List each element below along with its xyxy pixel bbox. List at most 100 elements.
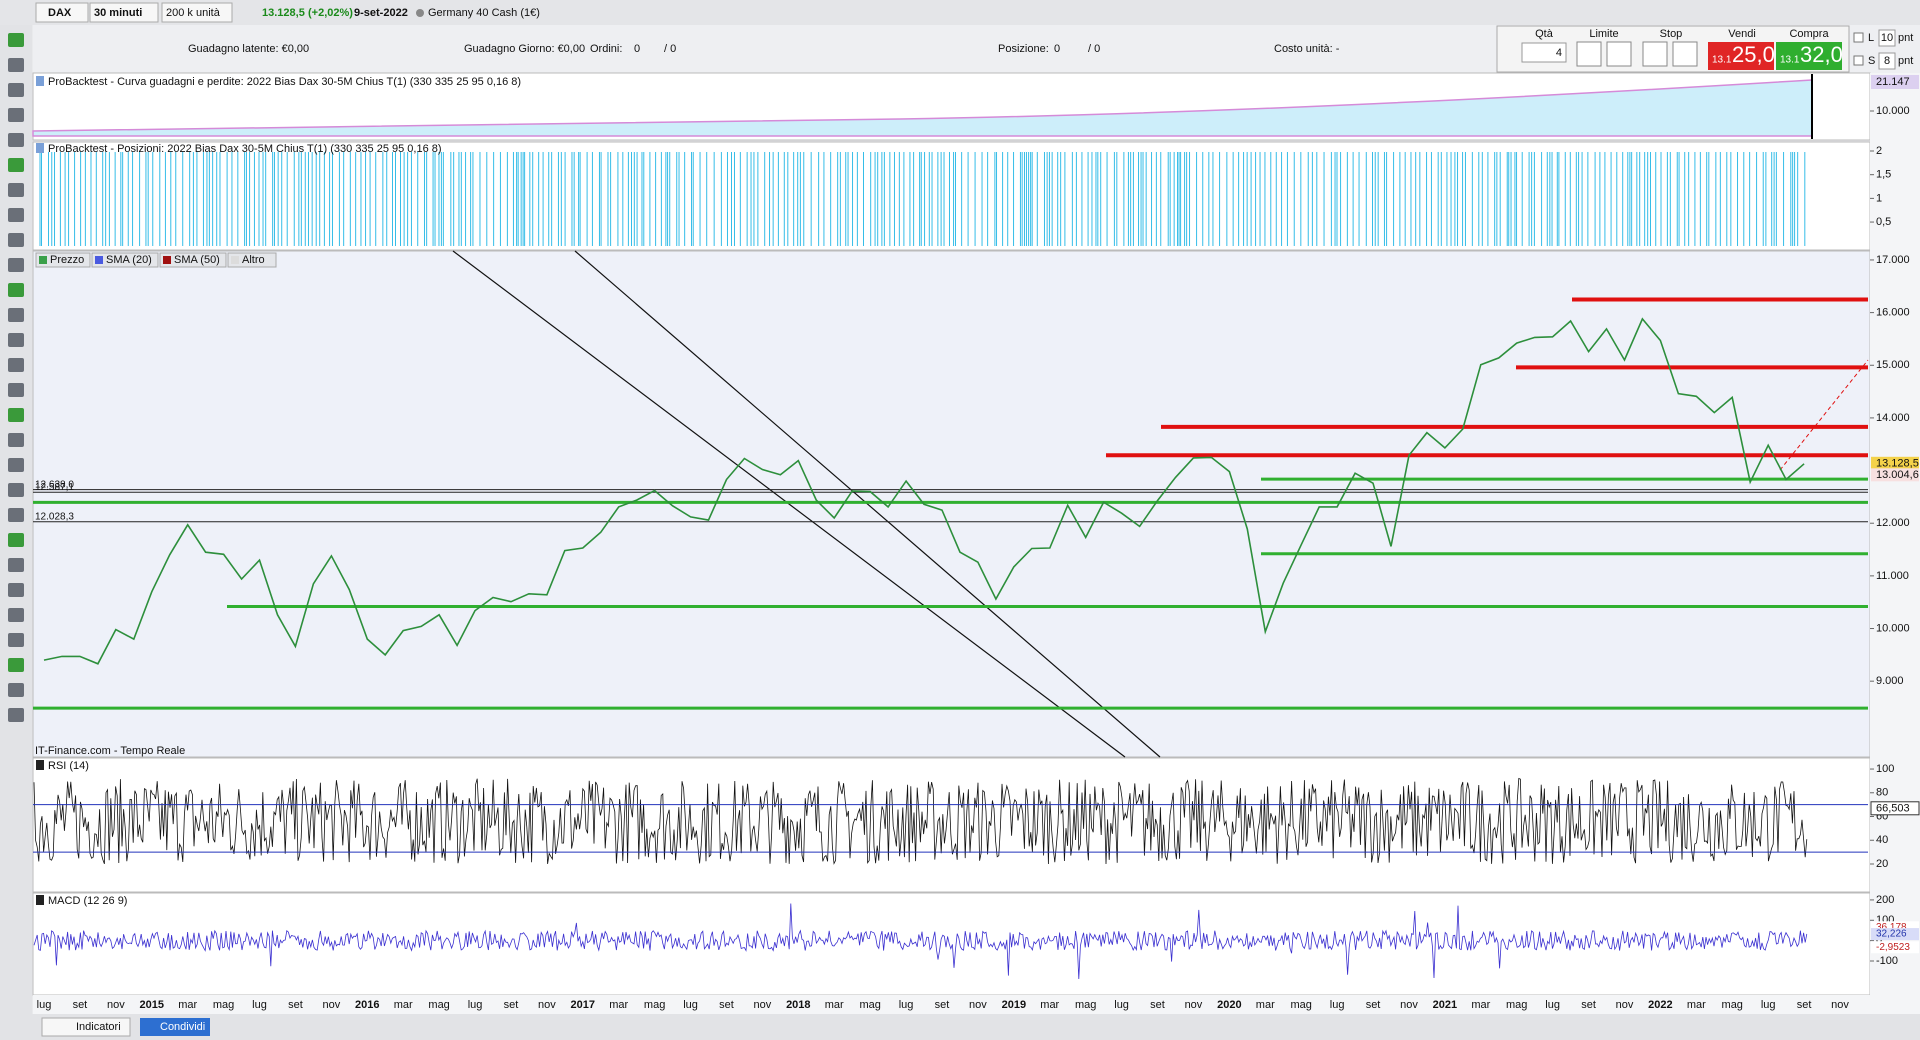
- tool-icon[interactable]: [8, 683, 24, 697]
- price-label-box: [1871, 468, 1919, 482]
- legend-item[interactable]: [159, 252, 227, 268]
- macd-panel: [32, 892, 1871, 996]
- date-label: nov: [107, 999, 125, 1011]
- tool-icon[interactable]: [8, 183, 24, 197]
- date-label: 2019: [1002, 999, 1026, 1011]
- date-label: nov: [969, 999, 987, 1011]
- y-tick-label: 15.000: [1876, 359, 1910, 371]
- data-source: IT-Finance.com - Tempo Reale: [35, 745, 185, 757]
- short-checkbox[interactable]: [1853, 55, 1864, 66]
- tool-icon[interactable]: [8, 208, 24, 222]
- sell-price-prefix: 13.1: [1712, 55, 1732, 66]
- date-label: lug: [899, 999, 914, 1011]
- price-label: 13.128,5: [1876, 458, 1919, 470]
- stop-label: Stop: [1660, 28, 1683, 40]
- stop-buy-button[interactable]: [1642, 41, 1668, 67]
- tool-icon[interactable]: [8, 533, 24, 547]
- panel-icon: [36, 76, 44, 86]
- date-label: lug: [468, 999, 483, 1011]
- date-label: mag: [1075, 999, 1096, 1011]
- current-value-box: [1871, 74, 1919, 89]
- tool-icon[interactable]: [8, 108, 24, 122]
- limit-sell-button[interactable]: [1606, 41, 1632, 67]
- date-label: set: [1366, 999, 1381, 1011]
- legend-item[interactable]: [91, 252, 159, 268]
- orders-count: 0: [634, 43, 640, 55]
- legend-item[interactable]: [227, 252, 277, 268]
- position-count: 0: [1054, 43, 1060, 55]
- units-select[interactable]: [161, 2, 233, 23]
- price-change: (+2,02%): [308, 7, 353, 19]
- long-input[interactable]: [1878, 29, 1896, 47]
- timeframe-select[interactable]: [89, 2, 159, 23]
- price-label-box: [1871, 456, 1919, 470]
- y-tick-label: 10.000: [1876, 105, 1910, 117]
- share-button[interactable]: [140, 1018, 210, 1036]
- panel-icon: [36, 895, 44, 905]
- tool-icon[interactable]: [8, 308, 24, 322]
- price-label: 13.004,6: [1876, 469, 1919, 481]
- tool-icon[interactable]: [8, 408, 24, 422]
- date-label: mar: [825, 999, 844, 1011]
- y-tick-label: 9.000: [1876, 675, 1904, 687]
- indicators-button[interactable]: [41, 1017, 131, 1037]
- tool-icon[interactable]: [8, 433, 24, 447]
- y-tick-label: 11.000: [1876, 570, 1909, 582]
- limit-label: Limite: [1589, 28, 1618, 40]
- date-label: set: [935, 999, 950, 1011]
- date-label: set: [1150, 999, 1165, 1011]
- share-label: Condividi: [160, 1021, 205, 1033]
- qty-input[interactable]: [1521, 42, 1567, 63]
- tool-icon[interactable]: [8, 233, 24, 247]
- legend-item[interactable]: [35, 252, 91, 268]
- tool-icon[interactable]: [8, 708, 24, 722]
- trend-line: [574, 250, 1161, 758]
- price-line: [43, 317, 1805, 665]
- tool-icon[interactable]: [8, 608, 24, 622]
- qty-label: Qtà: [1535, 28, 1554, 40]
- tool-icon[interactable]: [8, 583, 24, 597]
- instrument-select[interactable]: [35, 2, 89, 23]
- tool-icon[interactable]: [8, 333, 24, 347]
- short-input[interactable]: [1878, 52, 1896, 70]
- tool-icon[interactable]: [8, 58, 24, 72]
- date-label: set: [719, 999, 734, 1011]
- units: 200 k unità: [166, 7, 221, 19]
- tool-icon[interactable]: [8, 658, 24, 672]
- level-label: 12.587,1: [35, 482, 74, 493]
- y-tick-label: 10.000: [1876, 622, 1910, 634]
- sell-label: Vendi: [1728, 28, 1756, 40]
- tool-icon[interactable]: [8, 258, 24, 272]
- date-label: nov: [1616, 999, 1634, 1011]
- y-tick-label: 1: [1876, 192, 1882, 204]
- sell-button[interactable]: [1708, 42, 1774, 70]
- trend-line: [452, 250, 1126, 758]
- date-axis: [33, 995, 1920, 1014]
- stop-sell-button[interactable]: [1672, 41, 1698, 67]
- tool-icon[interactable]: [8, 558, 24, 572]
- tool-icon[interactable]: [8, 283, 24, 297]
- tool-icon[interactable]: [8, 83, 24, 97]
- tool-icon[interactable]: [8, 358, 24, 372]
- tool-icon[interactable]: [8, 33, 24, 47]
- unit-cost: Costo unità: -: [1274, 43, 1340, 55]
- y-tick-label: 12.000: [1876, 517, 1910, 529]
- date-label: nov: [322, 999, 340, 1011]
- tool-icon[interactable]: [8, 158, 24, 172]
- tool-icon[interactable]: [8, 483, 24, 497]
- tool-icon[interactable]: [8, 508, 24, 522]
- tool-icon[interactable]: [8, 133, 24, 147]
- quote-date: 9-set-2022: [354, 7, 408, 19]
- market-name: Germany 40 Cash (1€): [428, 7, 540, 19]
- limit-buy-button[interactable]: [1576, 41, 1602, 67]
- date-label: set: [1797, 999, 1812, 1011]
- tool-icon[interactable]: [8, 383, 24, 397]
- date-label: mar: [178, 999, 197, 1011]
- tool-icon[interactable]: [8, 633, 24, 647]
- buy-button[interactable]: [1776, 42, 1842, 70]
- y-tick-label: 40: [1876, 834, 1888, 846]
- long-checkbox[interactable]: [1853, 32, 1864, 43]
- legend-swatch: [95, 256, 103, 264]
- tool-icon[interactable]: [8, 458, 24, 472]
